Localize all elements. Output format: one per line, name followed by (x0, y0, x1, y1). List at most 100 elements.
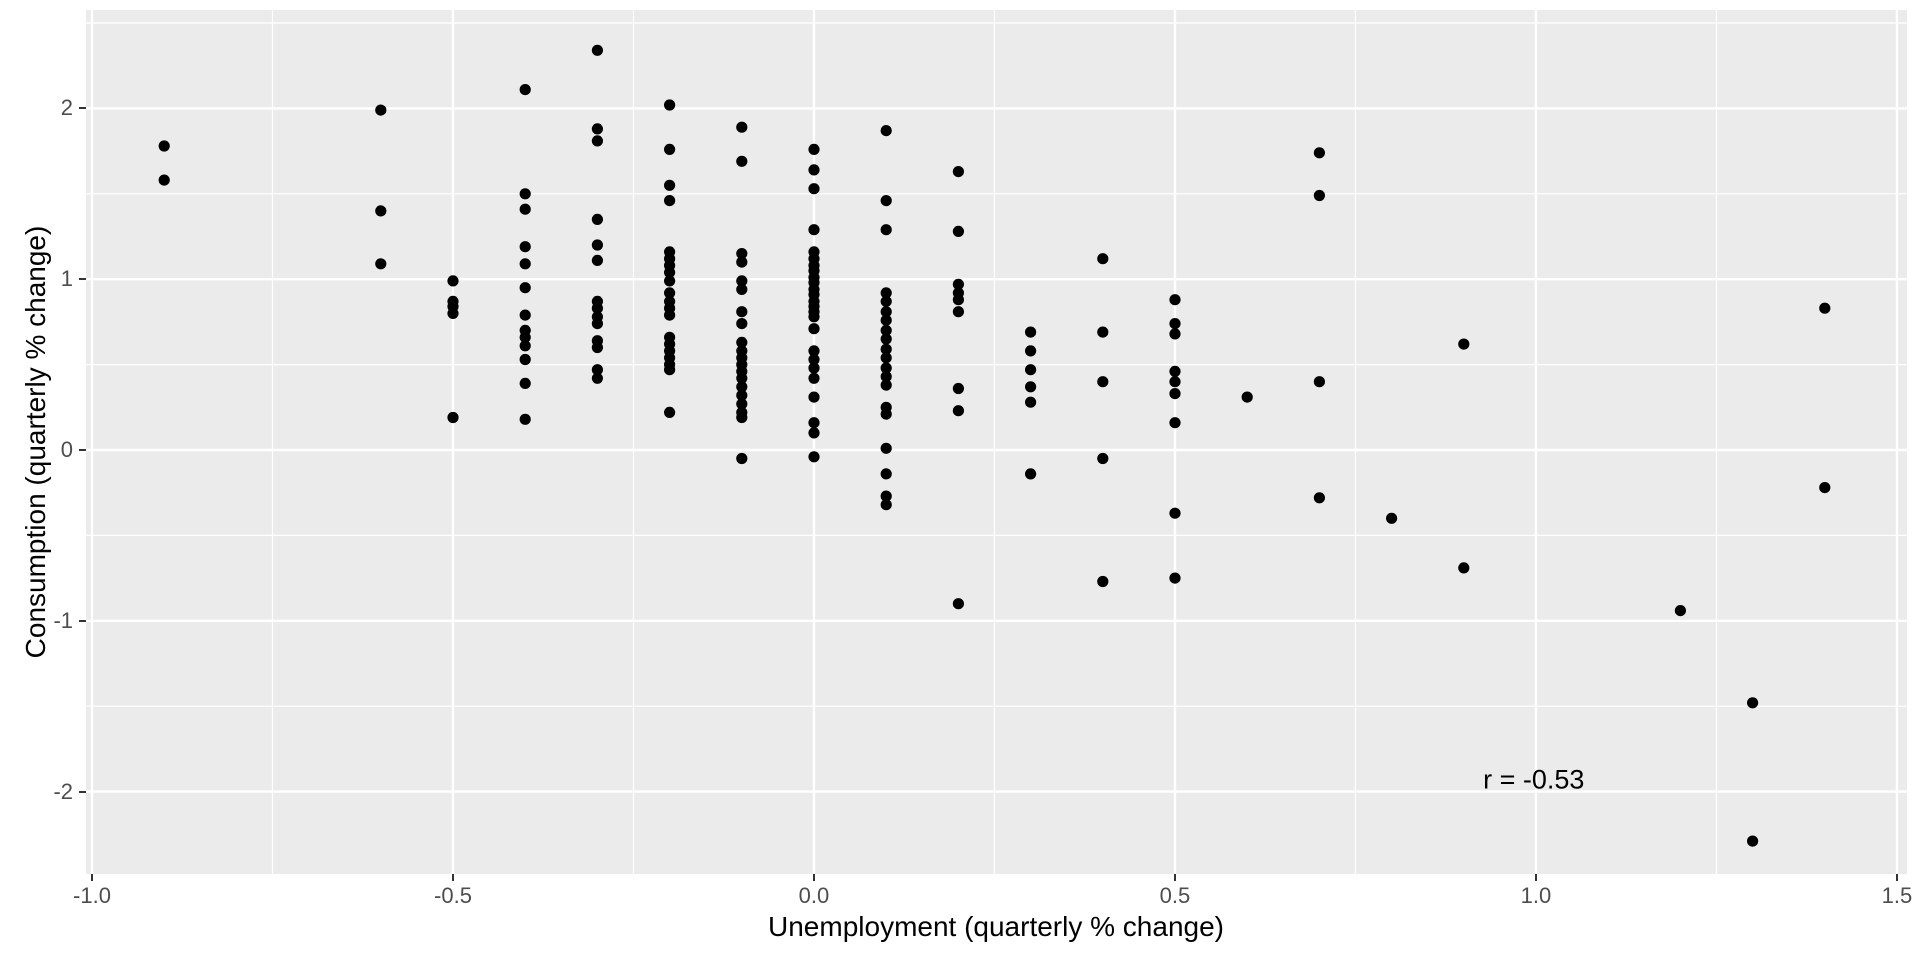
scatter-point (519, 413, 531, 425)
scatter-point (447, 275, 459, 287)
scatter-point (1025, 345, 1037, 357)
scatter-point (1169, 328, 1181, 340)
scatter-point (375, 104, 387, 116)
scatter-point (1097, 452, 1109, 465)
y-axis-title: Consumption (quarterly % change) (20, 225, 51, 659)
scatter-point (952, 166, 965, 178)
scatter-point (1313, 189, 1325, 202)
scatter-point (664, 179, 676, 191)
scatter-point (1169, 294, 1181, 306)
scatter-point (664, 309, 676, 321)
scatter-point (1169, 572, 1181, 584)
scatter-point (952, 598, 965, 610)
scatter-point (1674, 605, 1686, 617)
scatter-point (808, 362, 820, 374)
scatter-point (736, 283, 748, 295)
scatter-point (880, 125, 892, 137)
scatter-point (519, 188, 531, 200)
scatter-point (880, 287, 892, 299)
scatter-point (519, 84, 531, 96)
scatter-point (880, 343, 892, 355)
scatter-point (1025, 364, 1037, 376)
scatter-point (591, 123, 603, 135)
scatter-point (591, 254, 603, 266)
scatter-point (880, 314, 892, 326)
scatter-point (591, 318, 603, 330)
scatter-point (952, 278, 965, 290)
scatter-point (1025, 468, 1037, 480)
x-tick-mark (1534, 874, 1537, 881)
scatter-point (1819, 482, 1831, 494)
y-tick-label: -2 (53, 778, 73, 804)
scatter-point (664, 406, 676, 418)
scatter-point (808, 427, 820, 439)
scatter-point (952, 405, 965, 417)
scatter-point (664, 266, 676, 278)
scatter-point (591, 239, 603, 251)
scatter-point (1169, 376, 1181, 388)
scatter-point (808, 345, 820, 357)
scatter-point (519, 282, 531, 294)
scatter-point (591, 302, 603, 314)
y-tick-mark (79, 107, 86, 110)
scatter-point (808, 164, 820, 176)
scatter-point (591, 364, 603, 376)
scatter-point (880, 379, 892, 391)
scatter-point (375, 205, 387, 217)
scatter-point (519, 203, 531, 215)
scatter-point (808, 372, 820, 384)
scatter-point (1025, 381, 1037, 393)
scatter-point (519, 353, 531, 366)
scatter-point (1097, 376, 1109, 388)
scatter-point (1097, 575, 1109, 588)
y-tick-label: 1 (60, 266, 73, 292)
scatter-point (736, 155, 748, 167)
scatter-point (591, 341, 603, 354)
y-tick-label: 2 (60, 95, 73, 121)
scatter-point (736, 452, 748, 465)
scatter-point (1169, 365, 1181, 377)
scatter-point (591, 135, 603, 147)
scatter-point (591, 213, 603, 225)
scatter-point (736, 411, 748, 424)
scatter-point (447, 411, 459, 424)
y-tick-label: -1 (53, 607, 73, 633)
scatter-point (736, 256, 748, 268)
scatter-point (664, 143, 676, 155)
scatter-point (880, 306, 892, 318)
scatter-point (591, 44, 603, 56)
scatter-point (880, 224, 892, 236)
scatter-point (664, 99, 676, 111)
scatter-point (880, 468, 892, 480)
scatter-point (736, 248, 748, 260)
scatter-point (1241, 391, 1253, 403)
x-tick-label: -0.5 (434, 883, 472, 908)
scatter-point (736, 275, 748, 287)
scatter-point (808, 183, 820, 195)
scatter-point (664, 287, 676, 299)
scatter-point (808, 143, 820, 155)
scatter-point (736, 318, 748, 330)
scatter-point (808, 353, 820, 366)
scatter-point (1458, 338, 1470, 350)
scatter-point (1313, 376, 1325, 388)
scatter-point (519, 340, 531, 352)
scatter-point (664, 364, 676, 376)
scatter-point (880, 195, 892, 207)
correlation-annotation: r = -0.53 (1483, 764, 1585, 795)
scatter-point (880, 295, 892, 307)
x-tick-label: -1.0 (73, 883, 111, 908)
scatter-point (158, 140, 170, 152)
scatter-point (736, 306, 748, 318)
x-tick-label: 0.5 (1159, 883, 1191, 908)
scatter-point (880, 371, 892, 383)
scatter-point (1025, 326, 1037, 338)
scatter-point (952, 306, 965, 318)
scatter-point (880, 333, 892, 345)
scatter-point (519, 241, 531, 253)
scatter-point (1097, 253, 1109, 265)
scatter-point (808, 417, 820, 429)
scatter-point (952, 294, 965, 306)
scatter-point (736, 398, 748, 410)
